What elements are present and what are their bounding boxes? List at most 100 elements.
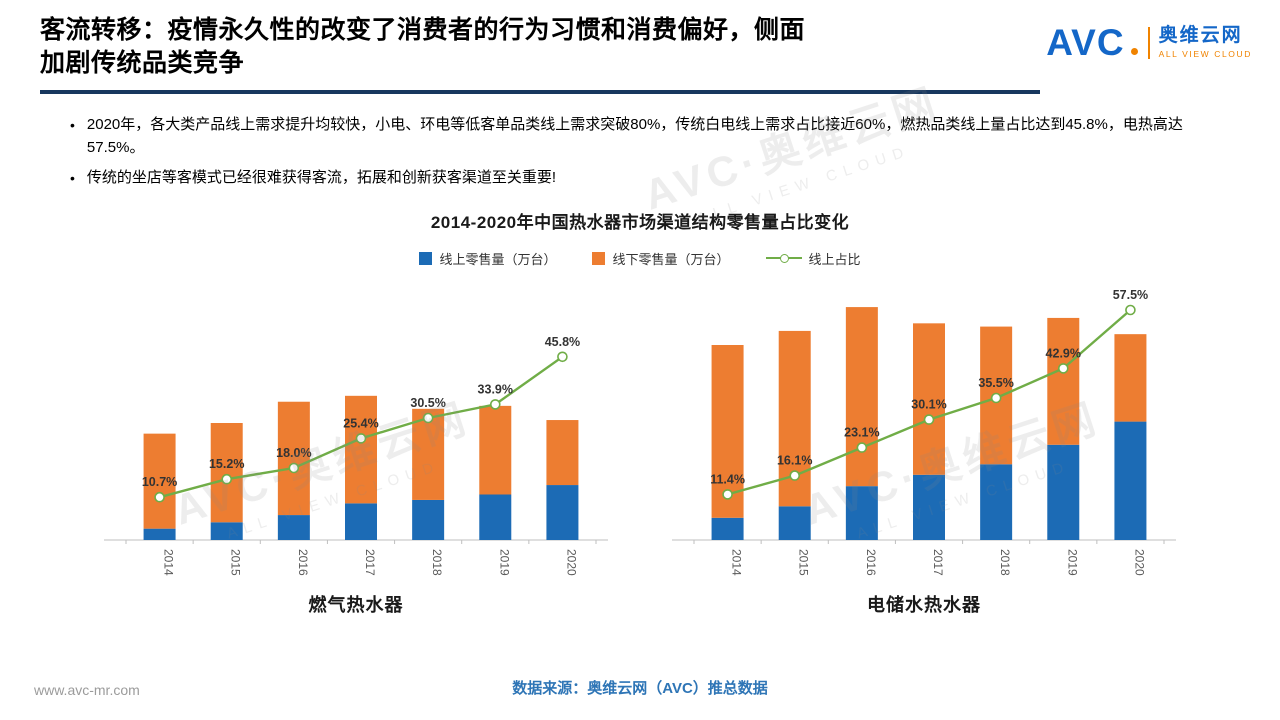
x-axis-label: 2018	[430, 549, 444, 576]
bullet-item: • 2020年，各大类产品线上需求提升均较快，小电、环电等低客单品类线上需求突破…	[70, 114, 1220, 159]
legend-item-offline: 线下零售量（万台）	[592, 249, 730, 268]
bullet-marker: •	[70, 117, 75, 133]
line-marker	[1057, 362, 1069, 374]
bar-offline	[277, 401, 310, 515]
x-axis-label: 2015	[797, 549, 811, 576]
x-axis-label: 2020	[564, 549, 578, 576]
header: 客流转移：疫情永久性的改变了消费者的行为习惯和消费偏好，侧面 加剧传统品类竞争 …	[0, 0, 1280, 94]
bar-offline	[1047, 317, 1080, 445]
bar-online	[1114, 421, 1147, 540]
x-axis-label: 2014	[730, 549, 744, 576]
line-marker	[154, 491, 165, 502]
legend-swatch-offline	[592, 251, 606, 265]
bullet-text: 传统的坐店等客模式已经很难获得客流，拓展和创新获客渠道至关重要!	[86, 169, 557, 186]
chart-gas-water-heater: 2014 2015 2016 2017 2018 2019 2020 10.7% 15.2% 18…	[96, 274, 616, 617]
legend-label-online: 线上零售量（万台）	[439, 251, 557, 267]
bar-online	[479, 494, 512, 540]
percent-label: 33.9%	[478, 382, 513, 396]
percent-label: 30.1%	[911, 397, 946, 411]
line-marker	[422, 412, 434, 423]
chart-caption: 电储水热水器	[867, 594, 981, 615]
percent-label: 18.0%	[276, 446, 311, 460]
line-marker	[288, 462, 300, 473]
slide-title-line1: 客流转移：疫情永久性的改变了消费者的行为习惯和消费偏好，侧面	[40, 16, 806, 44]
percent-label: 30.5%	[410, 396, 445, 410]
x-axis-label: 2016	[864, 549, 878, 576]
line-marker	[990, 392, 1002, 403]
bar-online	[711, 517, 744, 540]
x-axis-label: 2019	[497, 549, 511, 576]
chart-gas-plot: 2014 2015 2016 2017 2018 2019 2020 10.7% 15.2% 18…	[96, 274, 616, 591]
line-marker	[923, 413, 935, 425]
percent-label: 35.5%	[978, 376, 1013, 390]
chart-electric-plot: 2014 2015 2016 2017 2018 2019 2020 11.4% 16.1% 23…	[664, 274, 1184, 591]
legend-label-ratio: 线上占比	[808, 251, 861, 267]
bar-online	[143, 528, 176, 540]
bar-online	[546, 484, 579, 540]
bar-offline	[1114, 333, 1147, 422]
slide-title-line2: 加剧传统品类竞争	[40, 49, 245, 77]
percent-label: 42.9%	[1046, 346, 1081, 360]
percent-label: 45.8%	[545, 334, 580, 348]
x-axis-label: 2018	[998, 549, 1012, 576]
line-marker	[221, 473, 233, 484]
bar-offline	[546, 419, 579, 485]
bar-offline	[143, 433, 176, 529]
chart-legend: 线上零售量（万台） 线下零售量（万台） 线上占比	[0, 249, 1280, 268]
bullet-marker: •	[70, 170, 75, 186]
bar-online	[845, 485, 878, 540]
line-marker	[355, 432, 367, 444]
bar-online	[345, 502, 377, 540]
logo-dot-icon	[1130, 48, 1138, 55]
footer-url: www.avc-mr.com	[34, 682, 140, 698]
bullet-list: • 2020年，各大类产品线上需求提升均较快，小电、环电等低客单品类线上需求突破…	[70, 114, 1220, 190]
logo-name-en: ALL VIEW CLOUD	[1158, 49, 1252, 59]
percent-label: 15.2%	[209, 457, 244, 471]
bar-online	[913, 474, 945, 540]
slide-title-block: 客流转移：疫情永久性的改变了消费者的行为习惯和消费偏好，侧面 加剧传统品类竞争	[40, 14, 1040, 94]
percent-label: 23.1%	[844, 425, 879, 439]
bar-line-chart: 2014 2015 2016 2017 2018 2019 2020 11.4% 16.1% 23…	[672, 288, 1176, 576]
percent-label: 11.4%	[710, 472, 745, 486]
percent-label: 10.7%	[142, 475, 177, 489]
bar-offline	[913, 322, 945, 475]
bar-offline	[345, 395, 377, 503]
legend-swatch-online	[419, 251, 433, 265]
bar-offline	[845, 306, 878, 486]
bar-online	[210, 521, 243, 540]
line-marker	[489, 398, 501, 410]
logo-text-block: 奥维云网 ALL VIEW CLOUD	[1159, 26, 1252, 59]
bar-line-chart: 2014 2015 2016 2017 2018 2019 2020 10.7% 15.2% 18…	[104, 334, 608, 576]
bar-offline	[412, 408, 445, 500]
x-axis-label: 2016	[296, 549, 310, 576]
legend-item-ratio: 线上占比	[765, 249, 861, 268]
avc-logo: AVC 奥维云网 ALL VIEW CLOUD	[1046, 24, 1252, 61]
legend-swatch-ratio-line	[765, 253, 802, 263]
bar-offline	[711, 344, 744, 518]
percent-label: 57.5%	[1113, 288, 1148, 302]
percent-label: 16.1%	[777, 453, 812, 467]
percent-label: 25.4%	[343, 416, 378, 430]
x-axis-label: 2015	[229, 549, 243, 576]
bar-online	[980, 463, 1013, 540]
bar-offline	[479, 405, 512, 494]
legend-marker-circle-icon	[779, 253, 789, 263]
line-marker	[722, 488, 733, 500]
x-axis-label: 2014	[162, 549, 176, 576]
logo-abbr: AVC	[1046, 22, 1125, 63]
x-axis-label: 2020	[1132, 549, 1146, 576]
legend-item-online: 线上零售量（万台）	[419, 249, 556, 268]
chart-caption: 燃气热水器	[308, 594, 404, 615]
chart-title: 2014-2020年中国热水器市场渠道结构零售量占比变化	[430, 212, 850, 232]
bullet-item: • 传统的坐店等客模式已经很难获得客流，拓展和创新获客渠道至关重要!	[70, 167, 1220, 190]
bar-online	[1047, 444, 1080, 540]
legend-label-offline: 线下零售量（万台）	[612, 251, 730, 267]
x-axis-label: 2019	[1065, 549, 1079, 576]
bar-online	[412, 499, 445, 540]
line-marker	[789, 469, 801, 481]
bar-offline	[210, 422, 243, 522]
logo-divider	[1147, 26, 1150, 59]
line-marker	[557, 351, 568, 362]
chart-electric-water-heater: 2014 2015 2016 2017 2018 2019 2020 11.4% 16.1% 23…	[664, 274, 1184, 617]
